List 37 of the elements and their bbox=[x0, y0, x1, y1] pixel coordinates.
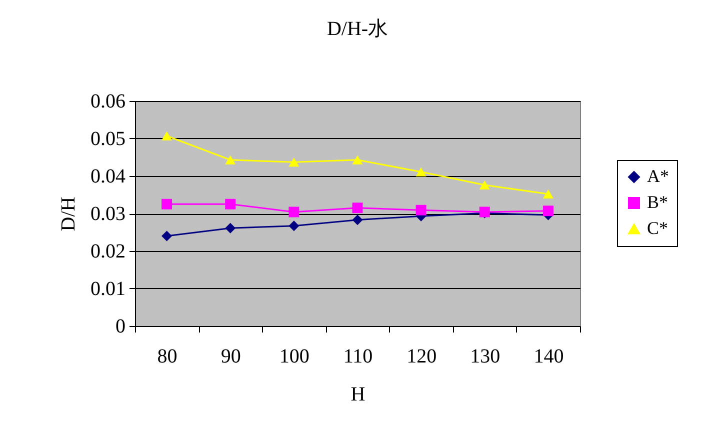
x-tick-label: 120 bbox=[406, 346, 437, 368]
y-tick-label: 0.04 bbox=[90, 166, 126, 188]
point bbox=[352, 202, 363, 214]
point bbox=[479, 180, 490, 190]
point bbox=[162, 198, 172, 210]
y-tick-label: 0.03 bbox=[90, 203, 126, 225]
x-tick-label: 130 bbox=[470, 346, 500, 368]
point bbox=[288, 158, 300, 167]
point bbox=[225, 155, 236, 164]
y-tick-label: 0.05 bbox=[90, 128, 126, 150]
x-tick-label: 100 bbox=[279, 346, 310, 368]
y-tick-label: 0.01 bbox=[90, 278, 126, 300]
point bbox=[225, 222, 236, 234]
point bbox=[542, 206, 554, 216]
y-tick-label: 0.06 bbox=[90, 90, 126, 112]
point bbox=[225, 198, 236, 210]
point bbox=[352, 155, 363, 164]
legend-label: B* bbox=[647, 192, 668, 212]
y-axis-title: D/H bbox=[58, 196, 80, 232]
point bbox=[416, 167, 426, 176]
y-tick-label: 0 bbox=[116, 316, 126, 338]
point bbox=[162, 230, 172, 242]
y-tick-label: 0.02 bbox=[90, 240, 126, 262]
point bbox=[416, 204, 426, 216]
x-tick-label: 90 bbox=[220, 346, 241, 368]
point bbox=[352, 214, 363, 226]
chart-title: D/H-水 bbox=[326, 18, 388, 40]
point bbox=[288, 220, 300, 232]
legend-label: C* bbox=[647, 218, 668, 238]
x-axis-title: H bbox=[350, 384, 366, 406]
point bbox=[162, 131, 172, 140]
point bbox=[542, 189, 554, 199]
x-tick-label: 110 bbox=[343, 346, 373, 368]
x-tick-label: 80 bbox=[157, 346, 178, 368]
legend-label: A* bbox=[647, 166, 669, 186]
x-tick-label: 140 bbox=[534, 346, 564, 368]
point bbox=[288, 206, 300, 218]
